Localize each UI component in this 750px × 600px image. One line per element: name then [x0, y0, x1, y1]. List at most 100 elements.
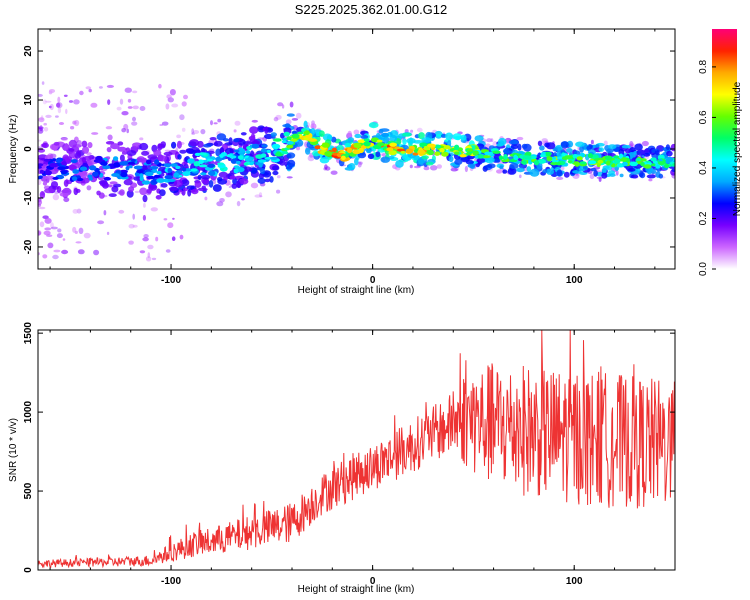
noise-blob [171, 236, 176, 241]
ridge-blob [606, 160, 611, 166]
ridge-blob [629, 161, 638, 167]
band-blob [202, 143, 212, 148]
noise-blob [97, 220, 105, 225]
band-blob [74, 152, 82, 159]
ridge-blob [556, 162, 562, 166]
noise-blob [276, 189, 281, 194]
band-blob [344, 142, 351, 148]
band-blob [38, 148, 45, 153]
ridge-blob [127, 161, 136, 165]
band-blob [235, 180, 241, 188]
noise-blob [216, 201, 224, 207]
noise-blob [121, 111, 129, 116]
ridge-blob [120, 172, 128, 178]
noise-blob [286, 176, 293, 179]
band-blob [106, 147, 112, 153]
band-blob [291, 131, 299, 135]
ridge-blob [261, 144, 268, 148]
ridge-blob [198, 152, 207, 156]
band-blob [401, 132, 412, 137]
noise-blob [210, 120, 213, 126]
snr-xtick-label: -100 [161, 576, 181, 587]
band-blob [61, 189, 70, 193]
band-blob [598, 147, 604, 152]
band-blob [108, 193, 117, 198]
noise-blob [121, 128, 127, 133]
ridge-blob [286, 141, 294, 145]
band-blob [546, 168, 554, 175]
noise-blob [155, 236, 159, 242]
ridge-blob [152, 168, 158, 174]
ridge-blob [39, 169, 45, 174]
band-blob [595, 144, 600, 148]
noise-blob [58, 122, 65, 125]
noise-blob [166, 94, 172, 99]
band-blob [197, 187, 208, 192]
band-blob [219, 147, 225, 154]
band-blob [257, 177, 266, 184]
noise-blob [150, 207, 158, 212]
noise-blob [57, 228, 62, 233]
noise-blob [107, 134, 113, 141]
noise-blob [43, 230, 51, 236]
ridge-blob [92, 171, 99, 177]
band-blob [348, 163, 356, 170]
ridge-blob [270, 156, 278, 160]
noise-blob [72, 209, 79, 214]
band-blob [556, 169, 563, 177]
ridge-blob [651, 163, 656, 167]
band-blob [229, 175, 237, 180]
band-blob [467, 163, 475, 168]
noise-blob [254, 194, 262, 198]
band-blob [556, 150, 561, 158]
noise-blob [38, 203, 42, 207]
band-blob [670, 143, 675, 152]
noise-blob [44, 217, 52, 224]
ridge-blob [198, 164, 208, 168]
noise-blob [42, 99, 47, 105]
band-blob [621, 144, 631, 149]
noise-blob [358, 161, 363, 165]
band-blob [270, 132, 277, 137]
ridge-blob [346, 147, 353, 154]
ridge-blob [266, 149, 271, 153]
band-blob [331, 136, 337, 143]
ridge-blob [206, 158, 213, 162]
noise-blob [119, 98, 124, 105]
noise-blob [132, 116, 136, 122]
noise-blob [61, 249, 69, 255]
ridge-blob [235, 160, 241, 165]
ridge-blob [251, 143, 260, 149]
band-blob [153, 149, 162, 156]
band-blob [81, 140, 88, 148]
spectrogram-marks [38, 81, 675, 262]
band-blob [646, 174, 656, 179]
noise-blob [307, 155, 315, 162]
band-blob [601, 172, 608, 179]
noise-blob [126, 128, 129, 134]
ridge-blob [498, 155, 504, 160]
noise-blob [38, 117, 45, 123]
ridge-blob [376, 142, 385, 147]
band-blob [38, 160, 44, 165]
ridge-blob [271, 143, 281, 149]
noise-blob [127, 106, 133, 109]
band-blob [160, 183, 168, 188]
noise-blob [85, 86, 92, 90]
spectrogram-xlabel: Height of straight line (km) [298, 285, 415, 296]
band-blob [179, 149, 187, 154]
noise-blob [225, 191, 232, 198]
noise-blob [151, 257, 157, 261]
ridge-blob [621, 157, 627, 162]
band-blob [360, 134, 369, 139]
band-blob [272, 170, 279, 176]
band-blob [305, 147, 311, 155]
band-blob [125, 147, 131, 153]
ridge-blob [477, 154, 484, 159]
noise-blob [107, 99, 111, 105]
band-blob [502, 169, 508, 174]
band-blob [418, 132, 425, 140]
noise-blob [516, 136, 524, 141]
band-blob [182, 187, 189, 192]
noise-blob [72, 120, 77, 125]
